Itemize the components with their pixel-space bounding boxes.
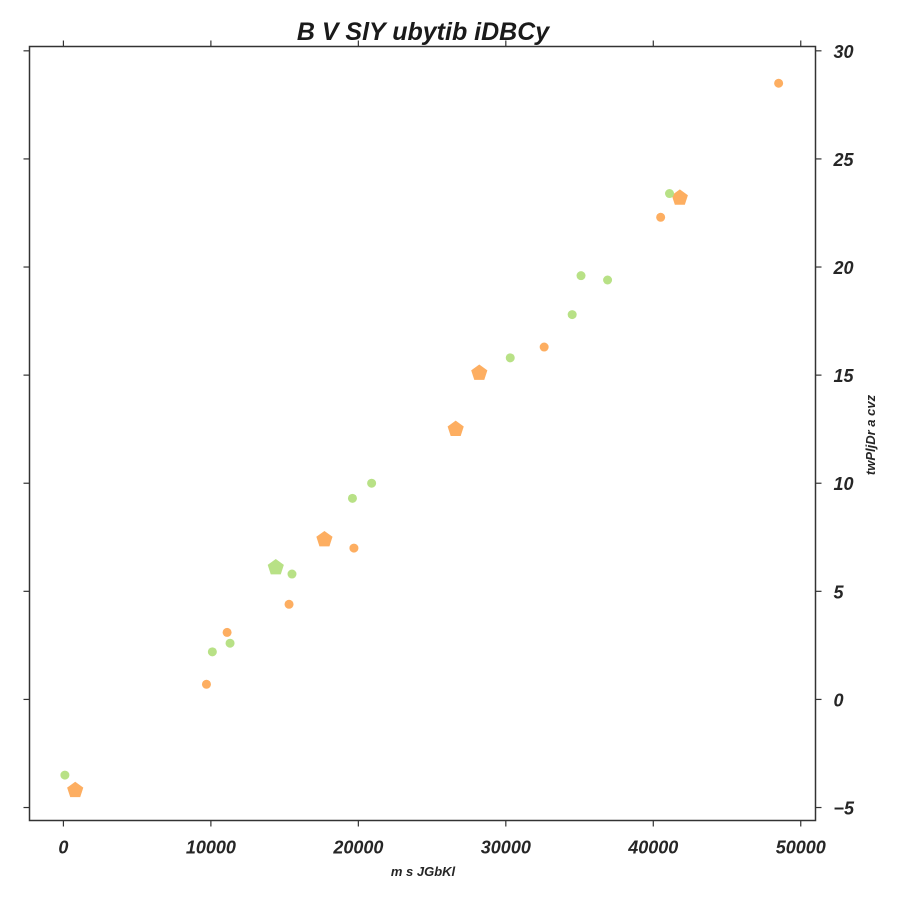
chart-title: B V SlY ubytib iDBCy bbox=[297, 18, 550, 46]
data-point bbox=[576, 271, 586, 281]
data-point bbox=[665, 189, 675, 199]
y-tick-label: 15 bbox=[834, 366, 855, 386]
data-point bbox=[505, 353, 515, 363]
data-point-pentagon bbox=[471, 364, 488, 380]
data-point bbox=[207, 647, 217, 657]
y-tick-label: 10 bbox=[834, 474, 854, 494]
data-point bbox=[225, 638, 235, 648]
data-point-pentagon bbox=[316, 530, 333, 547]
data-point bbox=[367, 478, 377, 488]
x-axis-label: m s JGbKl bbox=[391, 864, 456, 879]
data-point bbox=[539, 342, 549, 352]
x-tick-label: 20000 bbox=[332, 838, 383, 858]
data-point bbox=[567, 310, 577, 320]
data-points bbox=[60, 78, 784, 798]
data-point bbox=[287, 569, 297, 579]
y-tick-label: 30 bbox=[834, 42, 854, 62]
data-point bbox=[347, 493, 357, 503]
data-point bbox=[60, 770, 70, 780]
y-tick-label: −5 bbox=[834, 799, 856, 819]
data-point bbox=[603, 275, 613, 285]
y-tick-label: 0 bbox=[834, 690, 844, 710]
x-tick-label: 10000 bbox=[186, 838, 236, 858]
data-point bbox=[222, 627, 232, 637]
data-point-pentagon bbox=[671, 189, 688, 205]
axis-tick-labels: 0 10000 20000 30000 40000 50000 −5 0 5 10 15 20 25 30 bbox=[58, 42, 855, 858]
y-tick-label: 5 bbox=[834, 582, 845, 602]
x-tick-label: 40000 bbox=[627, 838, 678, 858]
x-tick-label: 50000 bbox=[776, 838, 826, 858]
y-axis-label: twPljDr a cvz bbox=[863, 394, 878, 475]
data-point bbox=[656, 212, 666, 222]
x-tick-label: 30000 bbox=[481, 838, 531, 858]
data-point bbox=[284, 599, 294, 609]
data-point bbox=[774, 78, 784, 88]
data-point-pentagon bbox=[267, 559, 284, 575]
data-point bbox=[349, 543, 359, 553]
data-point-pentagon bbox=[447, 420, 464, 437]
axis-ticks bbox=[23, 40, 822, 827]
y-tick-label: 25 bbox=[833, 150, 855, 170]
x-tick-label: 0 bbox=[58, 838, 68, 858]
y-tick-label: 20 bbox=[833, 258, 854, 278]
data-point bbox=[201, 679, 211, 689]
plot-frame bbox=[28, 45, 817, 822]
data-point-pentagon bbox=[67, 781, 84, 798]
